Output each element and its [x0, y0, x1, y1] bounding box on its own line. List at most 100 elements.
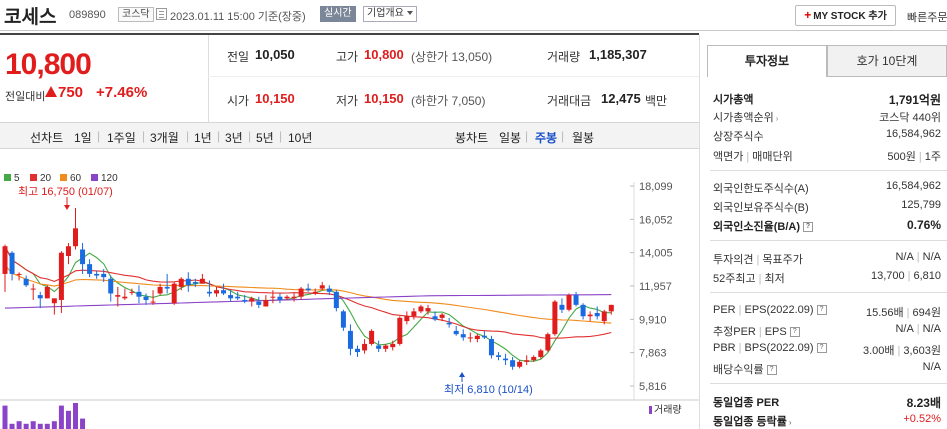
candle-body: [538, 350, 544, 357]
volume-legend-swatch: [649, 406, 652, 414]
live-badge[interactable]: 실시간: [320, 6, 356, 22]
price-chart: 5 20 60 120 18,099 16,052 14,005 11,957 9,91…: [0, 173, 699, 429]
mktcap-rank-label[interactable]: 시가총액순위 ›: [713, 109, 778, 125]
candle-body: [418, 306, 424, 312]
candle-body: [214, 290, 219, 294]
quick-order-link[interactable]: 빠른주문: [907, 12, 947, 24]
candle-body: [270, 296, 276, 298]
period-1y[interactable]: 1년: [194, 131, 212, 145]
eps-val: 694원: [912, 307, 941, 319]
min-arrow-head: [459, 372, 465, 377]
pbr-bps-value: 3.00배 | 3,603원: [863, 342, 941, 358]
period-bar: 선차트 1일 | 1주일 | 3개월 | 1년 | 3년 | 5년 | 10년 …: [0, 122, 699, 149]
candle-body: [235, 296, 241, 299]
high-value: 10,800: [364, 47, 404, 62]
max-arrow-head: [64, 205, 70, 210]
info-separator: [710, 383, 947, 384]
candle-body: [460, 334, 466, 338]
help-icon[interactable]: ?: [803, 222, 813, 233]
volume-bar: [23, 423, 29, 429]
candle-daily[interactable]: 일봉: [499, 131, 522, 145]
par-value: 500원: [887, 151, 916, 163]
volume-bars: [2, 403, 86, 429]
industry-per-value: 8.23배: [906, 396, 941, 410]
stock-name: 코세스: [4, 7, 57, 28]
open-label: 시가: [227, 94, 250, 108]
y-tick-label: 9,910: [639, 314, 667, 326]
volume-bar: [58, 405, 64, 429]
candle-monthly[interactable]: 월봉: [572, 131, 595, 145]
industry-rate-label[interactable]: 동일업종 등락률 ›: [713, 413, 792, 429]
candle-body: [376, 345, 382, 349]
sep: |: [758, 273, 762, 285]
period-3y[interactable]: 3년: [225, 131, 243, 145]
foreign-hold-value: 125,799: [901, 199, 941, 211]
foreign-limit-label: 외국인한도주식수(A): [713, 183, 809, 195]
foreign-rate-label: 외국인소진율(B/A)?: [713, 218, 813, 234]
candle-body: [228, 295, 234, 299]
legend-swatch-120: [91, 174, 98, 181]
candle-body: [524, 360, 530, 362]
candle-body: [503, 358, 509, 361]
par-unit-label: 액면가 | 매매단위: [713, 148, 793, 164]
volume-bar: [37, 423, 43, 429]
candle-body: [383, 345, 389, 349]
calendar-icon: [156, 8, 167, 20]
per-eps-label: PER | EPS(2022.09)?: [713, 304, 827, 316]
candle-body: [510, 360, 516, 367]
mktcap-rank-value: 코스닥 440위: [879, 112, 941, 124]
period-3m[interactable]: 3개월: [150, 131, 179, 145]
week52-high-val: 13,700: [870, 270, 905, 282]
candle-body: [192, 282, 198, 284]
week52-low-text: 최저: [764, 273, 785, 285]
company-overview-dropdown[interactable]: 기업개요: [363, 6, 417, 22]
candle-body: [601, 311, 607, 322]
candle-body: [2, 246, 8, 274]
candle-body: [545, 334, 551, 351]
par-label: 액면가: [713, 151, 744, 163]
candle-body: [164, 286, 170, 289]
period-10y[interactable]: 10년: [288, 131, 313, 145]
period-sep: |: [248, 129, 252, 143]
candle-body: [115, 295, 121, 297]
help-icon[interactable]: ?: [816, 305, 827, 316]
add-mystock-button[interactable]: + MY STOCK 추가: [795, 5, 896, 26]
period-sep: |: [186, 129, 190, 143]
mktcap-label: 시가총액: [713, 94, 754, 106]
candle-weekly[interactable]: 주봉: [535, 131, 558, 145]
volume-bar: [80, 418, 86, 429]
unit-value: 1주: [924, 151, 941, 163]
sep: |: [906, 307, 910, 319]
volume-bar: [2, 405, 8, 429]
legend-swatch-20: [30, 174, 37, 181]
candle-body: [143, 296, 149, 300]
unit-label: 매매단위: [752, 151, 793, 163]
help-icon[interactable]: ?: [789, 327, 800, 338]
candle-body: [263, 299, 269, 307]
foreign-hold-label: 외국인보유주식수(B): [713, 202, 809, 214]
volume-value: 1,185,307: [589, 47, 647, 62]
industry-per-label: 동일업종 PER: [713, 397, 780, 409]
tab-invest-info[interactable]: 투자정보: [707, 45, 827, 77]
candle-body: [453, 330, 459, 335]
candle-body: [291, 296, 297, 299]
candle-body: [488, 339, 494, 356]
min-annotation: 최저 6,810 (10/14): [444, 383, 533, 396]
candle-body: [608, 304, 614, 312]
candle-body: [446, 322, 452, 325]
est-per-text: 추정PER: [713, 326, 756, 338]
period-1d[interactable]: 1일: [74, 131, 92, 145]
legend-swatch-60: [60, 174, 67, 181]
period-5y[interactable]: 5년: [256, 131, 274, 145]
candle-body: [178, 278, 184, 287]
tab-orderbook[interactable]: 호가 10단계: [827, 45, 947, 77]
period-sep: |: [561, 129, 565, 143]
period-1w[interactable]: 1주일: [107, 131, 136, 145]
legend-swatch-5: [4, 174, 11, 181]
lower-limit: (하한가 7,050): [411, 94, 486, 108]
max-annotation: 최고 16,750 (01/07): [18, 185, 113, 198]
help-icon[interactable]: ?: [816, 343, 827, 354]
week52-label: 52주최고 | 최저: [713, 270, 785, 286]
help-icon[interactable]: ?: [766, 365, 777, 376]
candle-body: [340, 311, 346, 328]
